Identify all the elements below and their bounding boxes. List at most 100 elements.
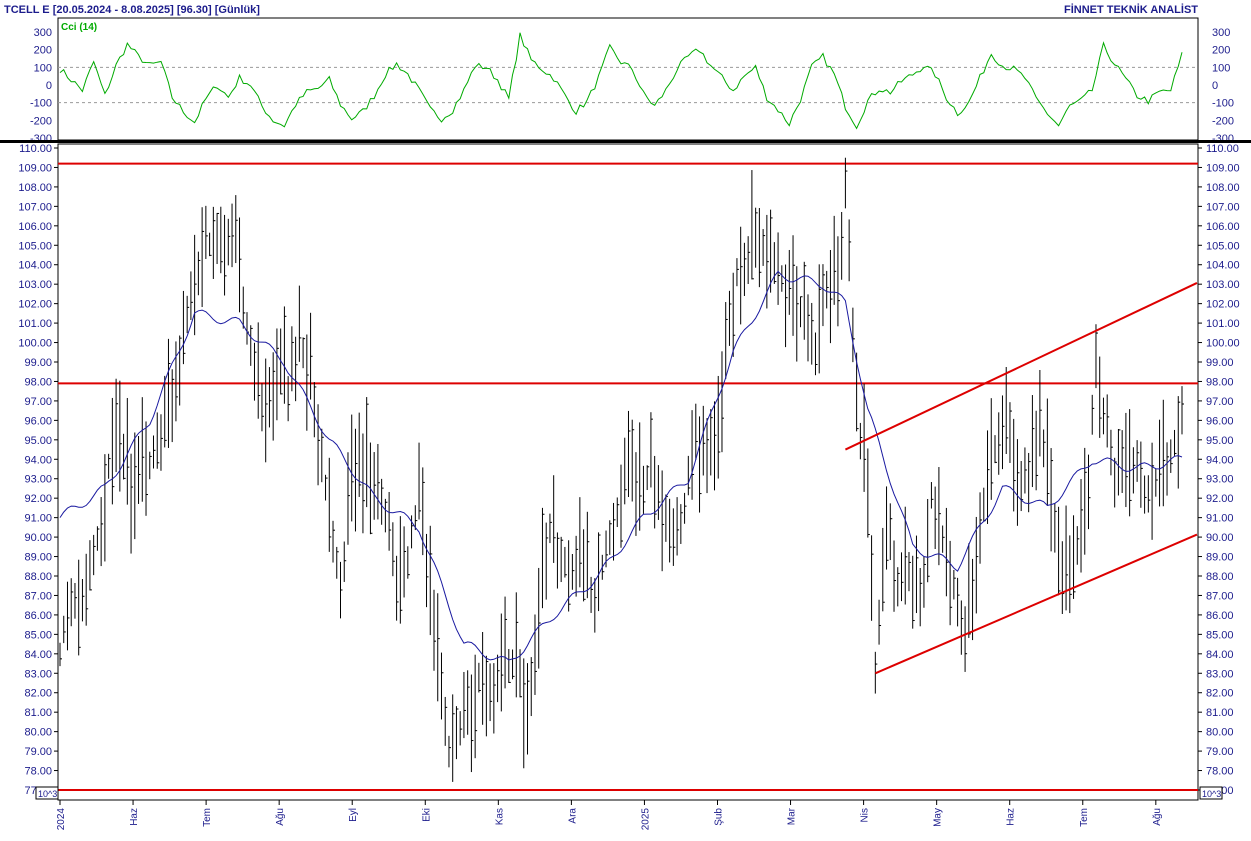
price-bar [627, 410, 631, 498]
price-tick-label: 88.00 [1206, 571, 1234, 583]
price-bar [493, 663, 496, 734]
price-bar [564, 546, 567, 578]
price-tick-label: 108.00 [18, 182, 52, 194]
price-tick-label: 109.00 [18, 162, 52, 174]
price-bar [609, 520, 612, 555]
price-bar [268, 367, 272, 428]
price-tick-label: 91.00 [1206, 513, 1234, 525]
price-bar [1084, 447, 1087, 555]
price-tick-label: 82.00 [24, 688, 52, 700]
price-bar [145, 421, 149, 516]
price-bar [826, 270, 829, 309]
price-bar [1102, 397, 1106, 435]
price-bar [792, 235, 796, 336]
price-bar [803, 261, 807, 340]
price-bar [1009, 402, 1012, 463]
price-bar [313, 382, 317, 438]
price-bar [452, 694, 455, 782]
price-bar [470, 674, 474, 773]
price-bar [1016, 439, 1020, 526]
price-bar [182, 290, 186, 365]
price-bar [295, 336, 298, 402]
price-bar [788, 249, 792, 315]
price-tick-label: 80.00 [1206, 727, 1234, 739]
price-bar [732, 272, 736, 357]
price-bar [186, 295, 190, 334]
time-tick-label: Haz [1006, 808, 1017, 826]
price-bar [545, 522, 549, 600]
cci-tick-label: 200 [1212, 45, 1230, 57]
cci-tick-label: 300 [34, 27, 52, 39]
price-bar [171, 369, 175, 443]
price-bar [867, 448, 870, 538]
price-tick-label: 84.00 [1206, 649, 1234, 661]
time-tick-label: Mar [787, 807, 798, 825]
time-tick-label: Tem [1079, 808, 1090, 827]
price-tick-label: 94.00 [24, 454, 52, 466]
price-bar [433, 589, 436, 671]
price-tick-label: 105.00 [18, 240, 52, 252]
price-bar [770, 209, 773, 293]
price-bar [1144, 475, 1147, 514]
price-bar [179, 335, 182, 406]
price-tick-label: 91.00 [24, 513, 52, 525]
price-bar [1054, 503, 1057, 553]
price-bar [721, 351, 724, 453]
price-tick-label: 108.00 [1206, 182, 1240, 194]
price-bar [848, 219, 852, 282]
price-bar [1091, 394, 1095, 435]
price-bar [328, 457, 332, 552]
price-tick-label: 103.00 [18, 279, 52, 291]
price-tick-label: 92.00 [24, 493, 52, 505]
price-tick-label: 96.00 [24, 415, 52, 427]
price-bar [583, 529, 586, 602]
price-bar [882, 527, 885, 612]
price-tick-label: 85.00 [24, 629, 52, 641]
price-bar [1121, 430, 1125, 493]
price-bar [1039, 369, 1042, 457]
price-bar [1028, 452, 1031, 513]
moving-average-line [59, 270, 1183, 661]
price-bar [1136, 440, 1140, 482]
price-bar [568, 540, 571, 612]
price-bar [444, 696, 448, 746]
price-tick-label: 92.00 [1206, 493, 1234, 505]
price-bar [515, 592, 519, 698]
price-bar [407, 546, 410, 579]
price-right-axis: 110.00 109.00 108.00 107.00 106.00 105.00 104.… [1198, 143, 1240, 797]
price-bar [904, 506, 908, 605]
price-bar [205, 205, 208, 259]
price-bar [283, 306, 287, 404]
price-bar [298, 285, 302, 362]
scale-tag-left-text: 10^3 [38, 789, 57, 799]
price-tick-label: 83.00 [1206, 668, 1234, 680]
price-bar [818, 264, 822, 374]
price-bar [377, 443, 380, 520]
price-bar [743, 242, 747, 296]
price-bar [291, 326, 294, 392]
price-bar [844, 157, 848, 209]
cci-tick-label: 300 [1212, 27, 1230, 39]
channel-upper-line [844, 282, 1198, 451]
price-bar [235, 195, 238, 264]
price-bar [624, 437, 627, 505]
price-bar [912, 555, 915, 629]
price-bar [814, 332, 818, 376]
price-bar [938, 467, 941, 566]
price-bar [340, 561, 343, 619]
time-tick-label: Nis [860, 808, 871, 822]
price-bar [1024, 447, 1027, 494]
price-bar [740, 226, 743, 325]
time-tick-label: Kas [494, 808, 505, 825]
price-tick-label: 88.00 [24, 571, 52, 583]
price-bar [1140, 441, 1143, 508]
price-bar [455, 706, 459, 760]
price-bar [231, 203, 235, 268]
price-bar [384, 498, 388, 533]
price-bar [167, 338, 171, 448]
price-bar [250, 325, 253, 366]
price-bar [893, 540, 897, 612]
price-bar [650, 412, 653, 488]
price-bar [366, 397, 369, 508]
